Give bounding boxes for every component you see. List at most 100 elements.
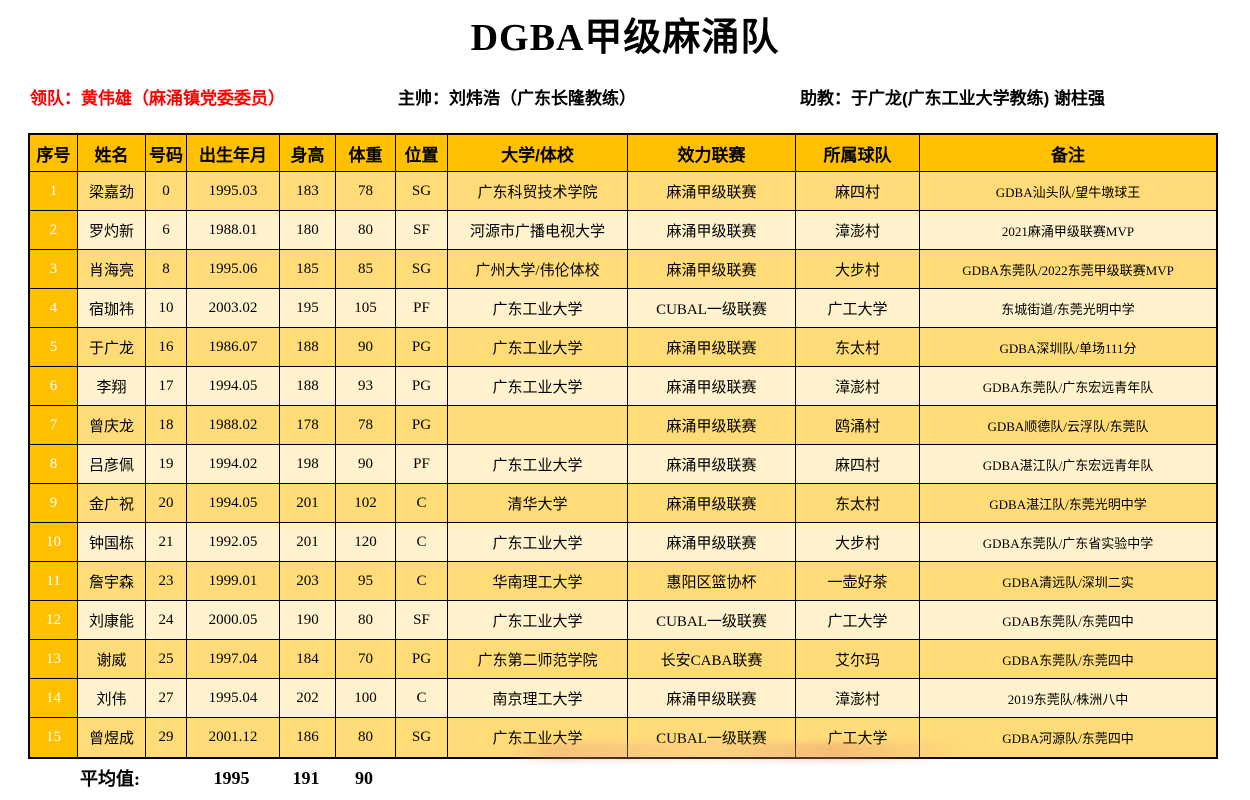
cell-birth-date: 1994.02 <box>187 445 280 484</box>
cell-serial: 12 <box>30 601 78 640</box>
cell-note: GDBA清远队/深圳二实 <box>920 562 1216 601</box>
cell-serial: 8 <box>30 445 78 484</box>
cell-weight: 85 <box>336 250 396 289</box>
col-header-position: 位置 <box>396 135 448 172</box>
cell-team: 广工大学 <box>796 718 920 757</box>
cell-weight: 90 <box>336 445 396 484</box>
cell-team: 东太村 <box>796 484 920 523</box>
cell-team: 漳澎村 <box>796 679 920 718</box>
cell-league: 麻涌甲级联赛 <box>628 211 796 250</box>
cell-note: 2021麻涌甲级联赛MVP <box>920 211 1216 250</box>
cell-position: C <box>396 523 448 562</box>
cell-school: 清华大学 <box>448 484 628 523</box>
col-header-note: 备注 <box>920 135 1216 172</box>
cell-school: 广东工业大学 <box>448 289 628 328</box>
cell-name: 于广龙 <box>78 328 146 367</box>
cell-height: 190 <box>280 601 336 640</box>
table-row: 7 曾庆龙 18 1988.02 178 78 PG 麻涌甲级联赛 鸥涌村 GDBA顺德队/云浮队… <box>30 406 1216 445</box>
cell-note: GDBA湛江队/广东宏远青年队 <box>920 445 1216 484</box>
cell-note: GDBA汕头队/望牛墩球王 <box>920 172 1216 211</box>
cell-serial: 4 <box>30 289 78 328</box>
cell-note: GDBA河源队/东莞四中 <box>920 718 1216 757</box>
cell-serial: 10 <box>30 523 78 562</box>
cell-number: 8 <box>146 250 187 289</box>
table-row: 13 谢威 25 1997.04 184 70 PG 广东第二师范学院 长安CABA联赛 艾尔玛 G… <box>30 640 1216 679</box>
cell-serial: 11 <box>30 562 78 601</box>
cell-league: 麻涌甲级联赛 <box>628 172 796 211</box>
cell-weight: 80 <box>336 211 396 250</box>
cell-weight: 90 <box>336 328 396 367</box>
cell-name: 曾煜成 <box>78 718 146 757</box>
cell-serial: 15 <box>30 718 78 757</box>
cell-name: 罗灼新 <box>78 211 146 250</box>
team-leader-info: 领队：黄伟雄（麻涌镇党委委员） <box>30 89 285 108</box>
cell-school: 华南理工大学 <box>448 562 628 601</box>
col-header-league: 效力联赛 <box>628 135 796 172</box>
cell-name: 钟国栋 <box>78 523 146 562</box>
table-row: 11 詹宇森 23 1999.01 203 95 C 华南理工大学 惠阳区篮协杯 一壶好茶 GDBA… <box>30 562 1216 601</box>
cell-number: 16 <box>146 328 187 367</box>
cell-name: 曾庆龙 <box>78 406 146 445</box>
cell-team: 一壶好茶 <box>796 562 920 601</box>
cell-note: GDAB东莞队/东莞四中 <box>920 601 1216 640</box>
cell-number: 25 <box>146 640 187 679</box>
cell-position: SF <box>396 601 448 640</box>
cell-note: GDBA东莞队/广东宏远青年队 <box>920 367 1216 406</box>
cell-school: 广州大学/伟伦体校 <box>448 250 628 289</box>
cell-school: 河源市广播电视大学 <box>448 211 628 250</box>
cell-team: 大步村 <box>796 523 920 562</box>
cell-weight: 78 <box>336 406 396 445</box>
cell-number: 27 <box>146 679 187 718</box>
table-row: 5 于广龙 16 1986.07 188 90 PG 广东工业大学 麻涌甲级联赛 东太村 GDBA深… <box>30 328 1216 367</box>
cell-note: 2019东莞队/株洲八中 <box>920 679 1216 718</box>
cell-serial: 6 <box>30 367 78 406</box>
col-header-school: 大学/体校 <box>448 135 628 172</box>
cell-height: 188 <box>280 367 336 406</box>
roster-table: 序号 姓名 号码 出生年月 身高 体重 位置 大学/体校 效力联赛 所属球队 备… <box>28 133 1218 759</box>
cell-birth-date: 1999.01 <box>187 562 280 601</box>
cell-team: 大步村 <box>796 250 920 289</box>
cell-name: 李翔 <box>78 367 146 406</box>
cell-school: 广东第二师范学院 <box>448 640 628 679</box>
cell-birth-date: 1994.05 <box>187 484 280 523</box>
page-title: DGBA甲级麻涌队 <box>470 17 780 59</box>
cell-position: PG <box>396 367 448 406</box>
table-header-row: 序号 姓名 号码 出生年月 身高 体重 位置 大学/体校 效力联赛 所属球队 备… <box>30 135 1216 172</box>
cell-note: GDBA东莞队/2022东莞甲级联赛MVP <box>920 250 1216 289</box>
cell-school: 广东工业大学 <box>448 601 628 640</box>
cell-position: C <box>396 679 448 718</box>
cell-name: 吕彦佩 <box>78 445 146 484</box>
cell-position: C <box>396 484 448 523</box>
table-row: 15 曾煜成 29 2001.12 186 80 SG 广东工业大学 CUBAL一级联赛 广工大学… <box>30 718 1216 757</box>
cell-name: 詹宇森 <box>78 562 146 601</box>
head-coach-info: 主帅：刘炜浩（广东长隆教练） <box>398 89 636 108</box>
cell-team: 麻四村 <box>796 445 920 484</box>
cell-weight: 80 <box>336 601 396 640</box>
cell-height: 195 <box>280 289 336 328</box>
cell-note: GDBA湛江队/东莞光明中学 <box>920 484 1216 523</box>
cell-position: PG <box>396 328 448 367</box>
table-row: 14 刘伟 27 1995.04 202 100 C 南京理工大学 麻涌甲级联赛 漳澎村 2019东… <box>30 679 1216 718</box>
col-header-height: 身高 <box>280 135 336 172</box>
cell-height: 203 <box>280 562 336 601</box>
cell-height: 186 <box>280 718 336 757</box>
table-row: 3 肖海亮 8 1995.06 185 85 SG 广州大学/伟伦体校 麻涌甲级联赛 大步村 GDB… <box>30 250 1216 289</box>
cell-position: PF <box>396 445 448 484</box>
staff-line: 领队：黄伟雄（麻涌镇党委委员） 主帅：刘炜浩（广东长隆教练） 助教：于广龙(广东… <box>0 84 1250 110</box>
cell-league: 麻涌甲级联赛 <box>628 406 796 445</box>
cell-number: 20 <box>146 484 187 523</box>
cell-league: CUBAL一级联赛 <box>628 601 796 640</box>
cell-position: SG <box>396 718 448 757</box>
cell-serial: 5 <box>30 328 78 367</box>
cell-birth-date: 1988.02 <box>187 406 280 445</box>
cell-name: 肖海亮 <box>78 250 146 289</box>
cell-team: 鸥涌村 <box>796 406 920 445</box>
cell-number: 29 <box>146 718 187 757</box>
cell-number: 19 <box>146 445 187 484</box>
cell-height: 201 <box>280 484 336 523</box>
cell-number: 0 <box>146 172 187 211</box>
cell-position: PG <box>396 640 448 679</box>
cell-school: 广东工业大学 <box>448 718 628 757</box>
table-row: 2 罗灼新 6 1988.01 180 80 SF 河源市广播电视大学 麻涌甲级联赛 漳澎村 202… <box>30 211 1216 250</box>
cell-note: GDBA深圳队/单场111分 <box>920 328 1216 367</box>
